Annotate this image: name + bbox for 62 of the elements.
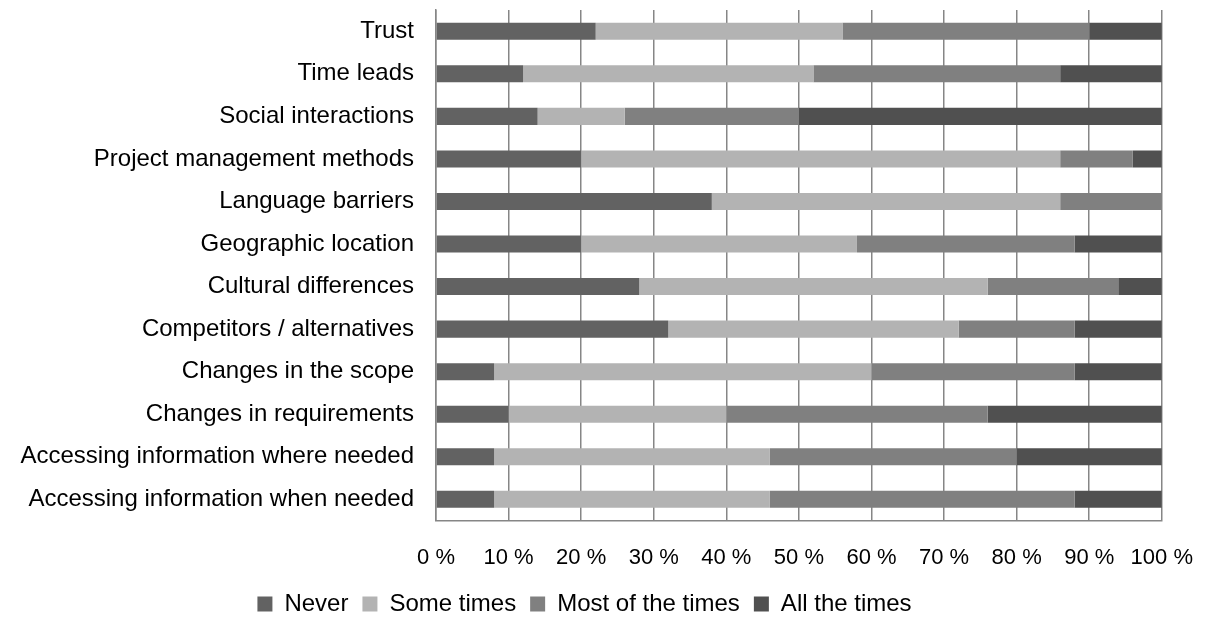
y-tick-label: Time leads — [297, 58, 414, 86]
bar — [581, 150, 1061, 168]
bar — [436, 320, 669, 338]
bar — [1074, 363, 1162, 381]
y-tick-label: Changes in the scope — [181, 356, 414, 384]
bar — [1074, 235, 1162, 253]
bar — [436, 107, 538, 125]
y-tick-label: Project management methods — [93, 143, 414, 171]
y-tick-label: Trust — [360, 15, 415, 43]
bar — [537, 107, 625, 125]
bar — [436, 192, 712, 210]
bar — [639, 278, 988, 296]
bar — [711, 192, 1061, 210]
y-tick-label: Competitors / alternatives — [141, 313, 414, 341]
bar — [436, 405, 509, 423]
bar — [1118, 278, 1162, 296]
bar — [1132, 150, 1162, 168]
x-tick-label: 30 % — [628, 543, 679, 569]
bar — [494, 490, 770, 508]
y-tick-label: Changes in requirements — [145, 398, 414, 426]
bar — [1016, 448, 1162, 466]
x-tick-label: 70 % — [918, 543, 970, 569]
bar — [523, 65, 814, 83]
y-tick-label: Cultural differences — [207, 271, 414, 299]
bar — [581, 235, 857, 253]
bar — [436, 22, 596, 40]
x-tick-label: 50 % — [773, 543, 824, 569]
bar — [494, 448, 770, 466]
x-tick-label: 100 % — [1130, 543, 1194, 569]
bar — [436, 490, 495, 508]
y-tick-label: Accessing information where needed — [20, 441, 414, 469]
x-tick-label: 80 % — [991, 543, 1042, 569]
legend-label: Some times — [389, 588, 517, 616]
x-tick-label: 10 % — [483, 543, 534, 569]
bar — [1060, 65, 1162, 83]
legend-label: Most of the times — [557, 588, 740, 616]
x-tick-label: 40 % — [701, 543, 752, 569]
legend-label: Never — [284, 588, 349, 616]
x-tick-label: 60 % — [846, 543, 897, 569]
bar — [668, 320, 959, 338]
y-tick-label: Language barriers — [219, 186, 414, 214]
bar — [1074, 490, 1162, 508]
bar — [595, 22, 843, 40]
bar — [436, 235, 582, 253]
bar — [494, 363, 872, 381]
bar — [508, 405, 727, 423]
x-tick-label: 20 % — [556, 543, 607, 569]
bar — [436, 65, 524, 83]
y-tick-label: Accessing information when needed — [28, 483, 414, 511]
x-tick-label: 0 % — [417, 543, 455, 569]
bar — [1074, 320, 1162, 338]
bar — [436, 448, 495, 466]
bar — [436, 278, 640, 296]
y-tick-label: Geographic location — [200, 228, 414, 256]
bar — [987, 405, 1162, 423]
y-tick-label: Social interactions — [219, 101, 414, 128]
bar — [436, 150, 582, 168]
x-tick-label: 90 % — [1064, 543, 1115, 569]
legend-label: All the times — [780, 588, 912, 616]
bar — [798, 107, 1162, 125]
bar — [436, 363, 495, 381]
bar — [1089, 22, 1162, 40]
